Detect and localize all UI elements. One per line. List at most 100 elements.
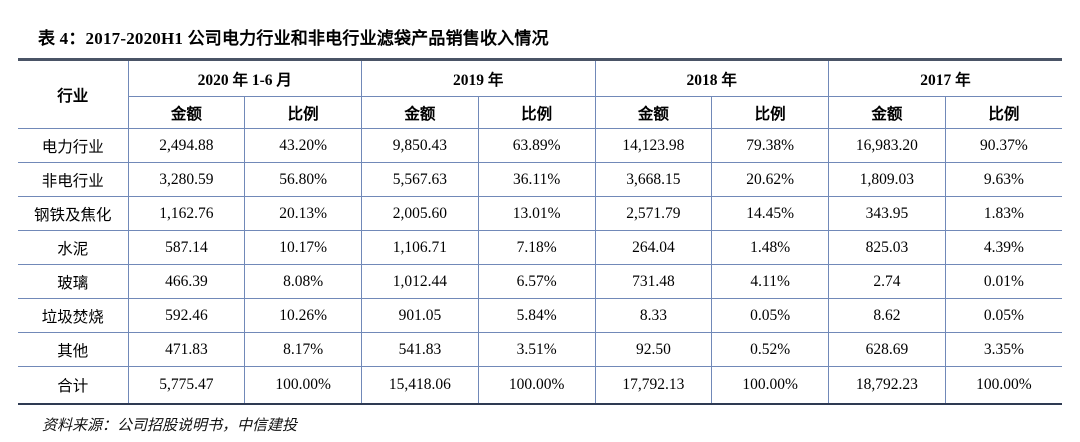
table-header: 行业 2020 年 1-6 月 2019 年 2018 年 2017 年 金额 …: [18, 59, 1062, 129]
amount-cell: 901.05: [361, 298, 479, 333]
amount-cell: 3,668.15: [594, 162, 712, 197]
subheader-amount: 金额: [594, 96, 712, 129]
ratio-cell: 100.00%: [477, 366, 595, 404]
industry-cell: 电力行业: [18, 128, 128, 163]
ratio-cell: 56.80%: [244, 162, 362, 197]
amount-cell: 92.50: [594, 332, 712, 367]
ratio-cell: 43.20%: [244, 128, 362, 163]
amount-cell: 343.95: [828, 196, 946, 231]
amount-cell: 8.33: [594, 298, 712, 333]
ratio-cell: 6.57%: [477, 264, 595, 299]
amount-cell: 1,809.03: [828, 162, 946, 197]
industry-cell: 水泥: [18, 230, 128, 265]
amount-cell: 471.83: [127, 332, 245, 367]
industry-cell: 钢铁及焦化: [18, 196, 128, 231]
subheader-amount: 金额: [828, 96, 946, 129]
ratio-cell: 14.45%: [711, 196, 829, 231]
amount-cell: 5,567.63: [361, 162, 479, 197]
table-row-total: 合计 5,775.47 100.00% 15,418.06 100.00% 17…: [18, 366, 1062, 404]
amount-cell: 2,005.60: [361, 196, 479, 231]
amount-cell: 18,792.23: [828, 366, 946, 404]
period-header-2018: 2018 年: [594, 59, 829, 97]
ratio-cell: 3.51%: [477, 332, 595, 367]
industry-cell: 非电行业: [18, 162, 128, 197]
ratio-cell: 63.89%: [477, 128, 595, 163]
table-row-power: 电力行业 2,494.88 43.20% 9,850.43 63.89% 14,…: [18, 128, 1062, 163]
industry-cell: 合计: [18, 366, 128, 404]
ratio-cell: 4.39%: [944, 230, 1062, 265]
ratio-cell: 90.37%: [944, 128, 1062, 163]
amount-cell: 15,418.06: [361, 366, 479, 404]
industry-cell: 其他: [18, 332, 128, 367]
ratio-cell: 36.11%: [477, 162, 595, 197]
ratio-cell: 9.63%: [944, 162, 1062, 197]
subheader-ratio: 比例: [477, 96, 595, 129]
table-row-steel-coking: 钢铁及焦化 1,162.76 20.13% 2,005.60 13.01% 2,…: [18, 196, 1062, 231]
amount-cell: 1,162.76: [127, 196, 245, 231]
amount-cell: 587.14: [127, 230, 245, 265]
period-header-2019: 2019 年: [361, 59, 595, 97]
table-row-waste-incineration: 垃圾焚烧 592.46 10.26% 901.05 5.84% 8.33 0.0…: [18, 298, 1062, 333]
ratio-cell: 1.48%: [711, 230, 829, 265]
ratio-cell: 3.35%: [944, 332, 1062, 367]
ratio-cell: 0.01%: [944, 264, 1062, 299]
amount-cell: 2,571.79: [594, 196, 712, 231]
ratio-cell: 0.05%: [711, 298, 829, 333]
ratio-cell: 4.11%: [711, 264, 829, 299]
ratio-cell: 79.38%: [711, 128, 829, 163]
amount-cell: 592.46: [127, 298, 245, 333]
amount-cell: 825.03: [828, 230, 946, 265]
period-header-row: 行业 2020 年 1-6 月 2019 年 2018 年 2017 年: [18, 59, 1062, 129]
ratio-cell: 100.00%: [711, 366, 829, 404]
source-note: 资料来源：公司招股说明书，中信建投: [42, 417, 298, 434]
amount-cell: 2.74: [828, 264, 946, 299]
period-header-2020h1: 2020 年 1-6 月: [127, 59, 362, 97]
ratio-cell: 8.17%: [244, 332, 362, 367]
ratio-cell: 13.01%: [477, 196, 595, 231]
amount-cell: 8.62: [828, 298, 946, 333]
ratio-cell: 7.18%: [477, 230, 595, 265]
amount-cell: 17,792.13: [594, 366, 712, 404]
ratio-cell: 10.17%: [244, 230, 362, 265]
amount-cell: 14,123.98: [594, 128, 712, 163]
amount-cell: 1,012.44: [361, 264, 479, 299]
subheader-row: 金额 比例 金额 比例 金额 比例 金额 比例: [18, 96, 1062, 129]
ratio-cell: 20.13%: [244, 196, 362, 231]
amount-cell: 5,775.47: [127, 366, 245, 404]
table-body: 电力行业 2,494.88 43.20% 9,850.43 63.89% 14,…: [18, 128, 1062, 404]
table-row-cement: 水泥 587.14 10.17% 1,106.71 7.18% 264.04 1…: [18, 230, 1062, 265]
amount-cell: 541.83: [361, 332, 479, 367]
amount-cell: 466.39: [127, 264, 245, 299]
subheader-ratio: 比例: [244, 96, 362, 129]
table-row-glass: 玻璃 466.39 8.08% 1,012.44 6.57% 731.48 4.…: [18, 264, 1062, 299]
table-title: 表 4：2017-2020H1 公司电力行业和非电行业滤袋产品销售收入情况: [38, 29, 549, 48]
ratio-cell: 100.00%: [244, 366, 362, 404]
ratio-cell: 0.52%: [711, 332, 829, 367]
amount-cell: 264.04: [594, 230, 712, 265]
amount-cell: 628.69: [828, 332, 946, 367]
ratio-cell: 100.00%: [944, 366, 1062, 404]
subheader-amount: 金额: [361, 96, 479, 129]
subheader-ratio: 比例: [944, 96, 1062, 129]
amount-cell: 1,106.71: [361, 230, 479, 265]
period-header-2017: 2017 年: [828, 59, 1062, 97]
subheader-ratio: 比例: [711, 96, 829, 129]
amount-cell: 9,850.43: [361, 128, 479, 163]
ratio-cell: 8.08%: [244, 264, 362, 299]
sales-revenue-table: 行业 2020 年 1-6 月 2019 年 2018 年 2017 年 金额 …: [18, 58, 1062, 405]
industry-cell: 垃圾焚烧: [18, 298, 128, 333]
subheader-amount: 金额: [127, 96, 245, 129]
table-row-nonpower: 非电行业 3,280.59 56.80% 5,567.63 36.11% 3,6…: [18, 162, 1062, 197]
ratio-cell: 1.83%: [944, 196, 1062, 231]
column-header-industry: 行业: [18, 59, 128, 129]
amount-cell: 2,494.88: [127, 128, 245, 163]
amount-cell: 3,280.59: [127, 162, 245, 197]
ratio-cell: 10.26%: [244, 298, 362, 333]
amount-cell: 731.48: [594, 264, 712, 299]
ratio-cell: 5.84%: [477, 298, 595, 333]
ratio-cell: 20.62%: [711, 162, 829, 197]
table-row-other: 其他 471.83 8.17% 541.83 3.51% 92.50 0.52%…: [18, 332, 1062, 367]
amount-cell: 16,983.20: [828, 128, 946, 163]
ratio-cell: 0.05%: [944, 298, 1062, 333]
